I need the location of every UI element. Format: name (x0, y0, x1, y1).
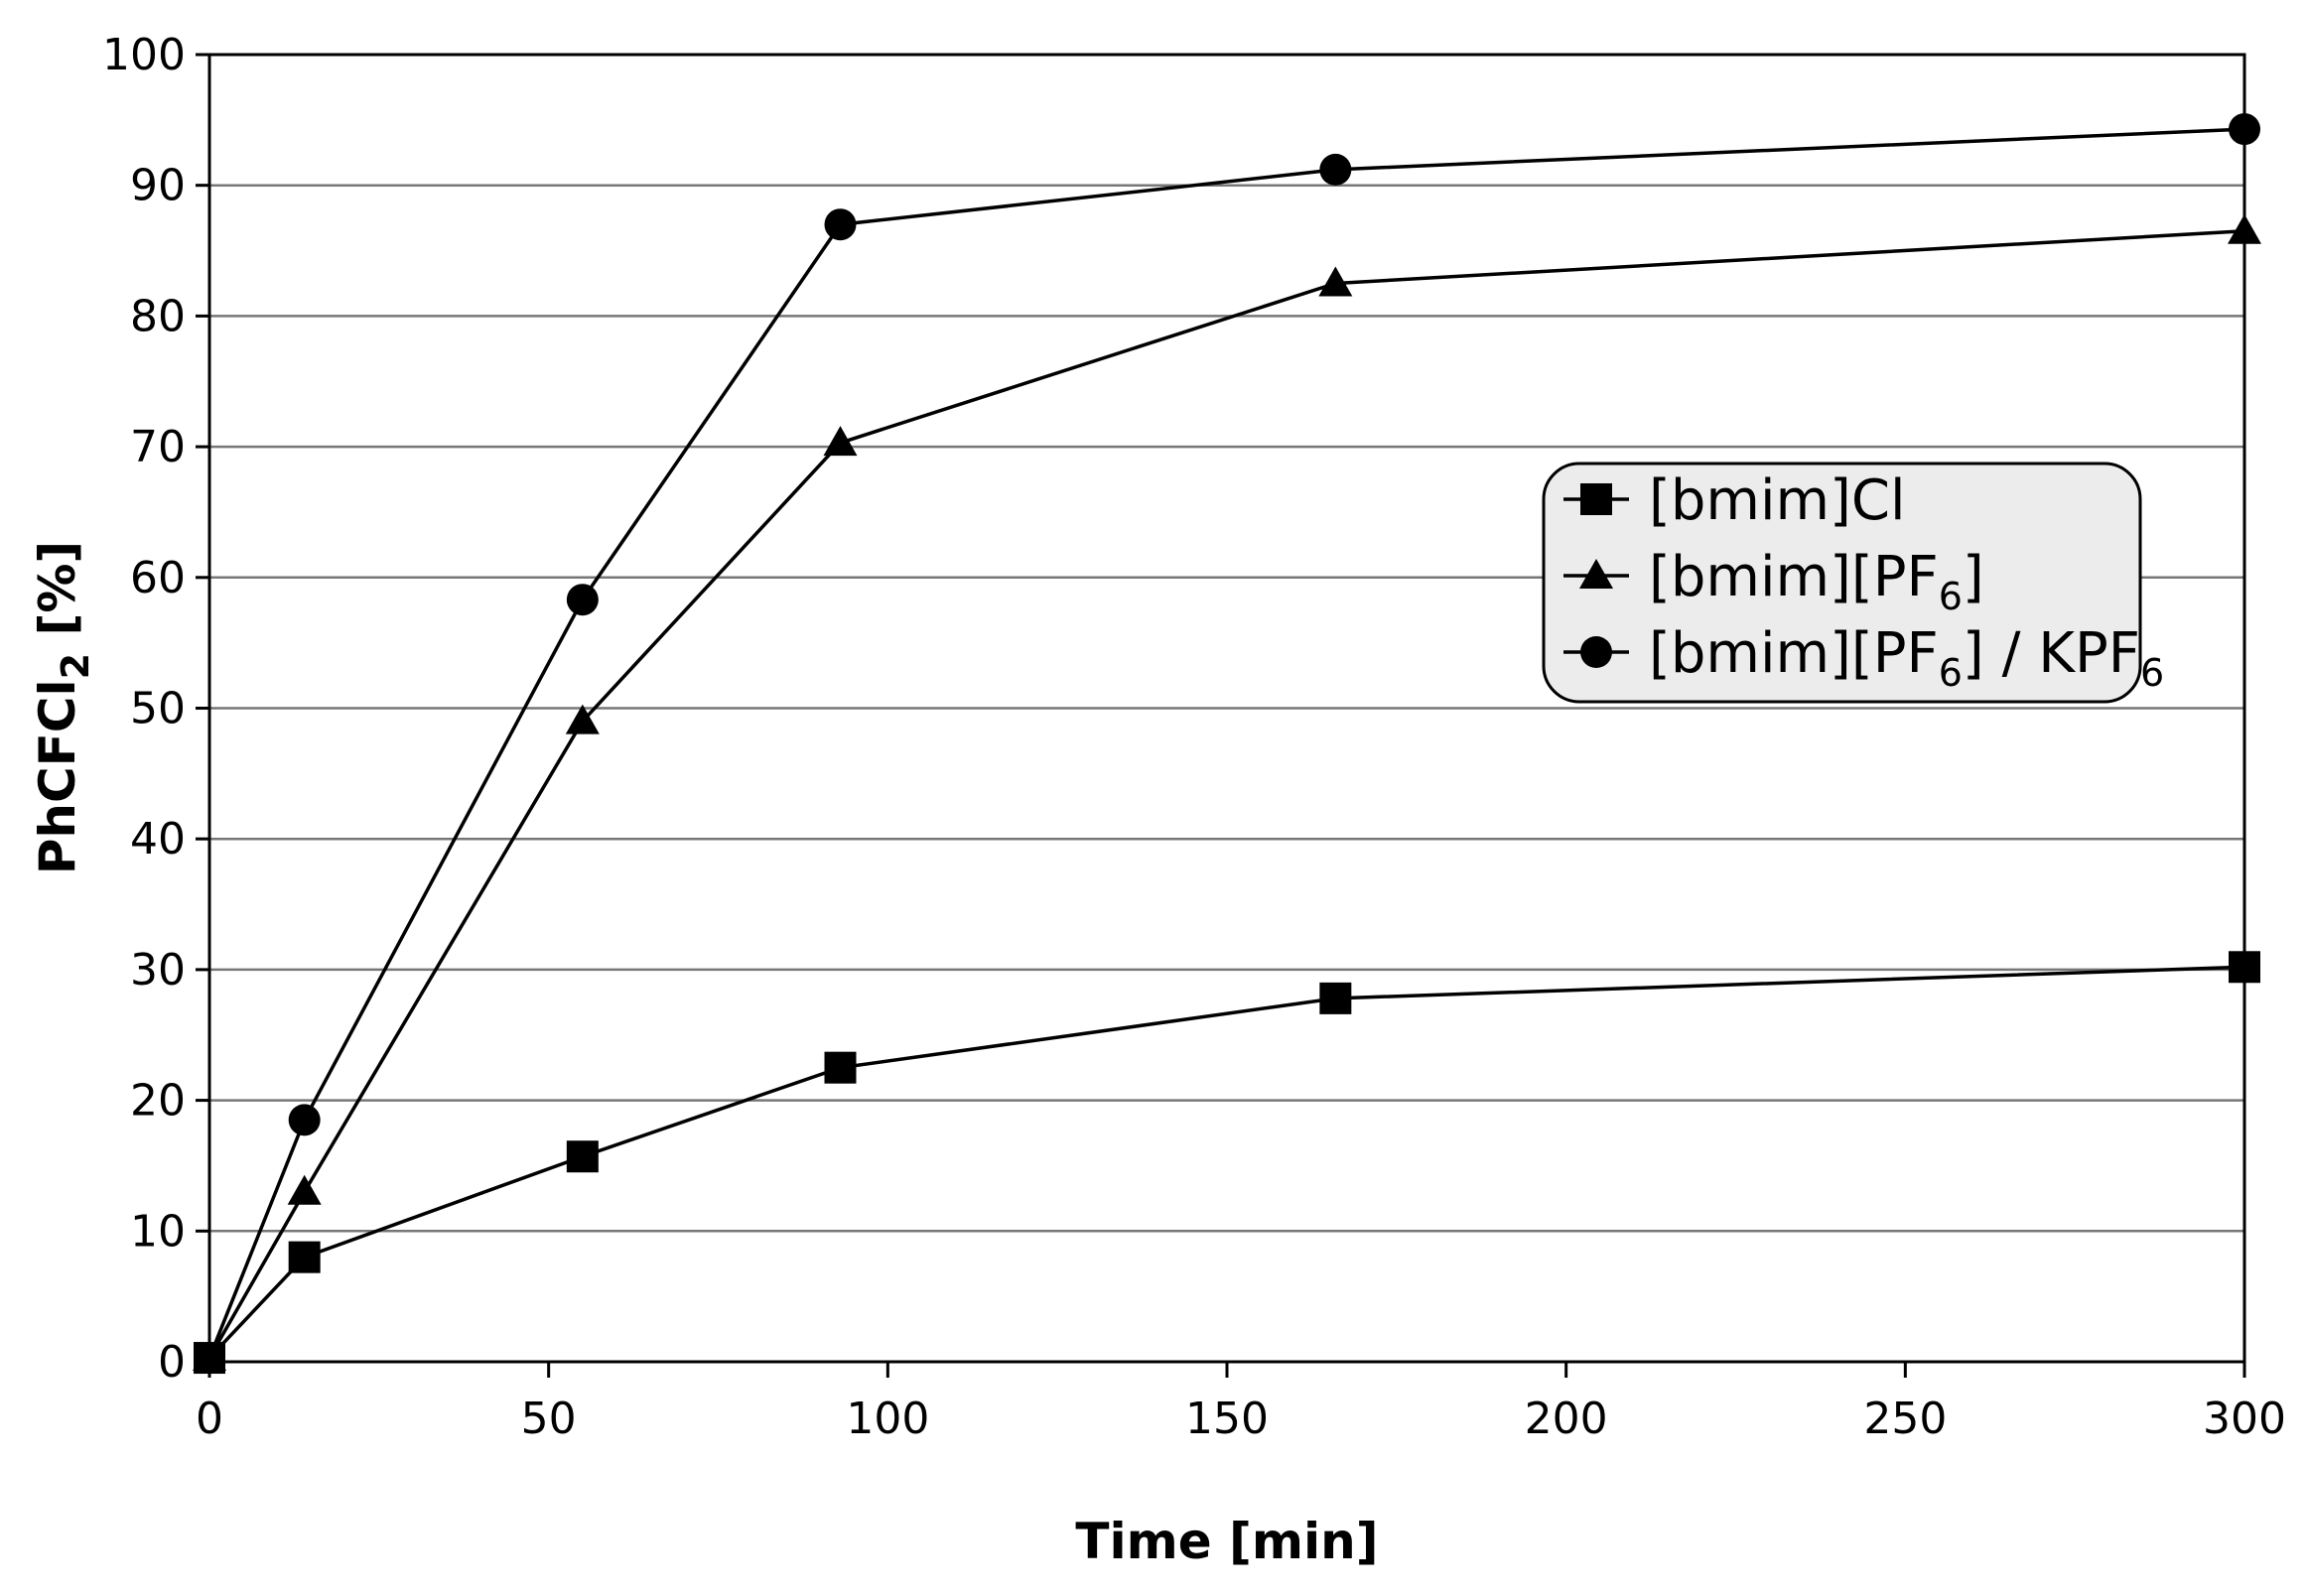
y-axis-ticks: 0 10 20 30 40 50 60 70 80 90 100 (102, 30, 209, 1388)
y-tick-label: 70 (130, 422, 186, 472)
y-tick-label: 30 (130, 945, 186, 996)
series-circle (194, 113, 2260, 1375)
data-point-square (824, 1051, 857, 1084)
series-line (207, 127, 2245, 1359)
y-tick-label: 20 (130, 1076, 186, 1127)
y-tick-label: 90 (130, 161, 186, 211)
legend-label: [bmim][PF6] / KPF6 (1649, 621, 2164, 695)
y-tick-label: 80 (130, 291, 186, 341)
x-axis-ticks: 0 50 100 150 200 250 300 (196, 1362, 2286, 1444)
y-tick-label: 60 (130, 553, 186, 603)
series-layer (193, 113, 2261, 1375)
y-tick-label: 50 (130, 684, 186, 734)
x-tick-label: 150 (1185, 1394, 1269, 1444)
y-tick-label: 100 (102, 30, 186, 80)
legend-box (1542, 462, 2142, 704)
x-tick-label: 50 (521, 1394, 577, 1444)
x-tick-label: 250 (1863, 1394, 1947, 1444)
legend-entry: [bmim][PF6] (1563, 545, 1984, 618)
gridlines (209, 184, 2244, 1233)
data-point-square (2229, 951, 2260, 984)
data-point-circle (824, 208, 857, 241)
x-tick-label: 300 (2203, 1394, 2286, 1444)
legend-marker-circle (1580, 636, 1612, 668)
series-triangle (193, 213, 2261, 1372)
data-point-triangle (823, 426, 858, 457)
data-point-circle (194, 1342, 225, 1375)
legend-label: [bmim]Cl (1649, 468, 1906, 533)
legend-marker-triangle (1579, 559, 1613, 589)
x-tick-label: 200 (1525, 1394, 1608, 1444)
y-tick-label: 0 (158, 1337, 186, 1388)
data-point-triangle (565, 704, 600, 734)
legend-label: [bmim][PF6] (1649, 545, 1984, 618)
x-tick-label: 0 (196, 1394, 223, 1444)
legend-marker-square (1580, 483, 1612, 515)
x-axis-title: Time [min] (1075, 1513, 1378, 1570)
legend: [bmim]Cl [bmim][PF6][bmim][PF6] / KPF6 (1542, 462, 2164, 704)
data-point-square (566, 1140, 599, 1173)
series-line (207, 965, 2245, 1360)
legend-entry: [bmim][PF6] / KPF6 (1563, 621, 2164, 695)
data-point-triangle (1318, 266, 1353, 297)
data-point-circle (1319, 153, 1352, 186)
data-point-circle (288, 1104, 321, 1136)
y-tick-label: 40 (130, 814, 186, 864)
data-point-square (1319, 982, 1352, 1014)
legend-entry: [bmim]Cl (1563, 468, 1906, 533)
x-tick-label: 100 (846, 1394, 929, 1444)
data-point-triangle (2228, 213, 2261, 244)
series-line (207, 229, 2245, 1359)
series-square (194, 951, 2260, 1375)
data-point-triangle (287, 1174, 322, 1205)
data-point-circle (2229, 113, 2260, 146)
data-point-circle (566, 584, 599, 616)
y-axis-title: PhCFCl2 [%] (29, 541, 97, 875)
data-point-square (288, 1241, 321, 1273)
y-tick-label: 10 (130, 1206, 186, 1257)
